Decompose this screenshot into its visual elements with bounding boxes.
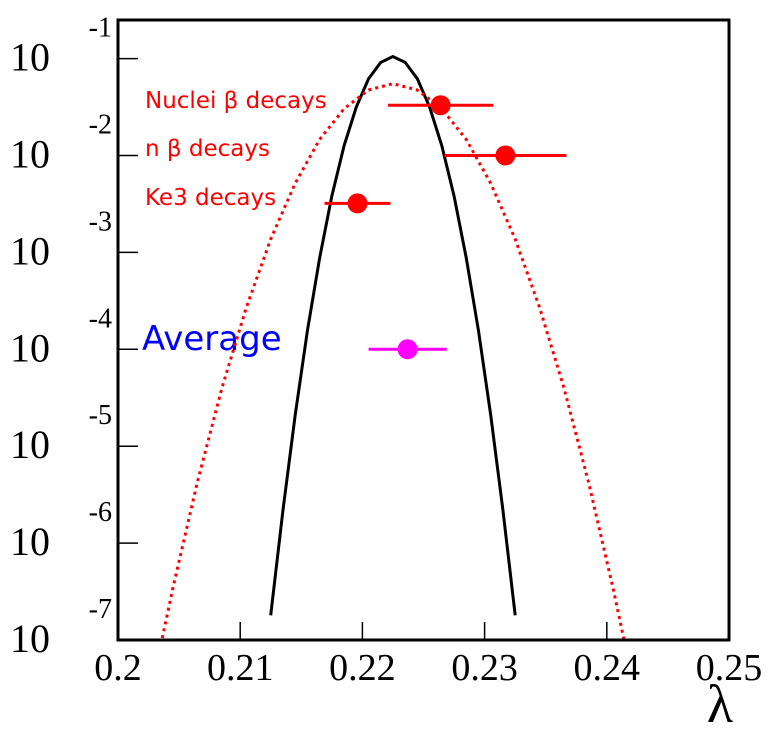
y-tick-label: 10 [10,131,50,176]
y-tick-label: 10 [10,519,50,564]
plot-frame [116,18,731,642]
y-tick-exponent: -3 [89,206,112,237]
data-point [347,193,368,214]
y-tick-exponent: -1 [89,13,112,44]
annotation: Average [142,319,282,359]
curve [269,54,517,616]
y-tick-exponent: -5 [89,400,112,431]
x-tick-label: 0.23 [451,647,518,689]
y-tick-exponent: -7 [89,594,112,625]
y-tick-label: 10 [10,616,50,661]
y-tick-exponent: -4 [89,303,112,334]
x-axis-label: λ [707,674,733,734]
x-tick-label: 0.2 [94,647,142,689]
x-tick-label: 0.22 [329,647,396,689]
y-tick-exponent: -6 [89,497,112,528]
x-tick-label: 0.21 [207,647,274,689]
annotation: Ke3 decays [145,185,276,211]
data-point [397,339,418,360]
data-point [495,145,516,166]
x-tick-label: 0.25 [696,647,763,689]
y-tick-label: 10 [10,35,50,80]
annotation: Nuclei β decays [145,88,327,114]
y-tick-label: 10 [10,228,50,273]
y-tick-exponent: -2 [89,109,112,140]
y-tick-label: 10 [10,422,50,467]
x-tick-label: 0.24 [574,647,641,689]
annotation: n β decays [145,136,270,162]
curve [160,82,626,640]
y-tick-label: 10 [10,325,50,370]
data-point [430,95,451,116]
